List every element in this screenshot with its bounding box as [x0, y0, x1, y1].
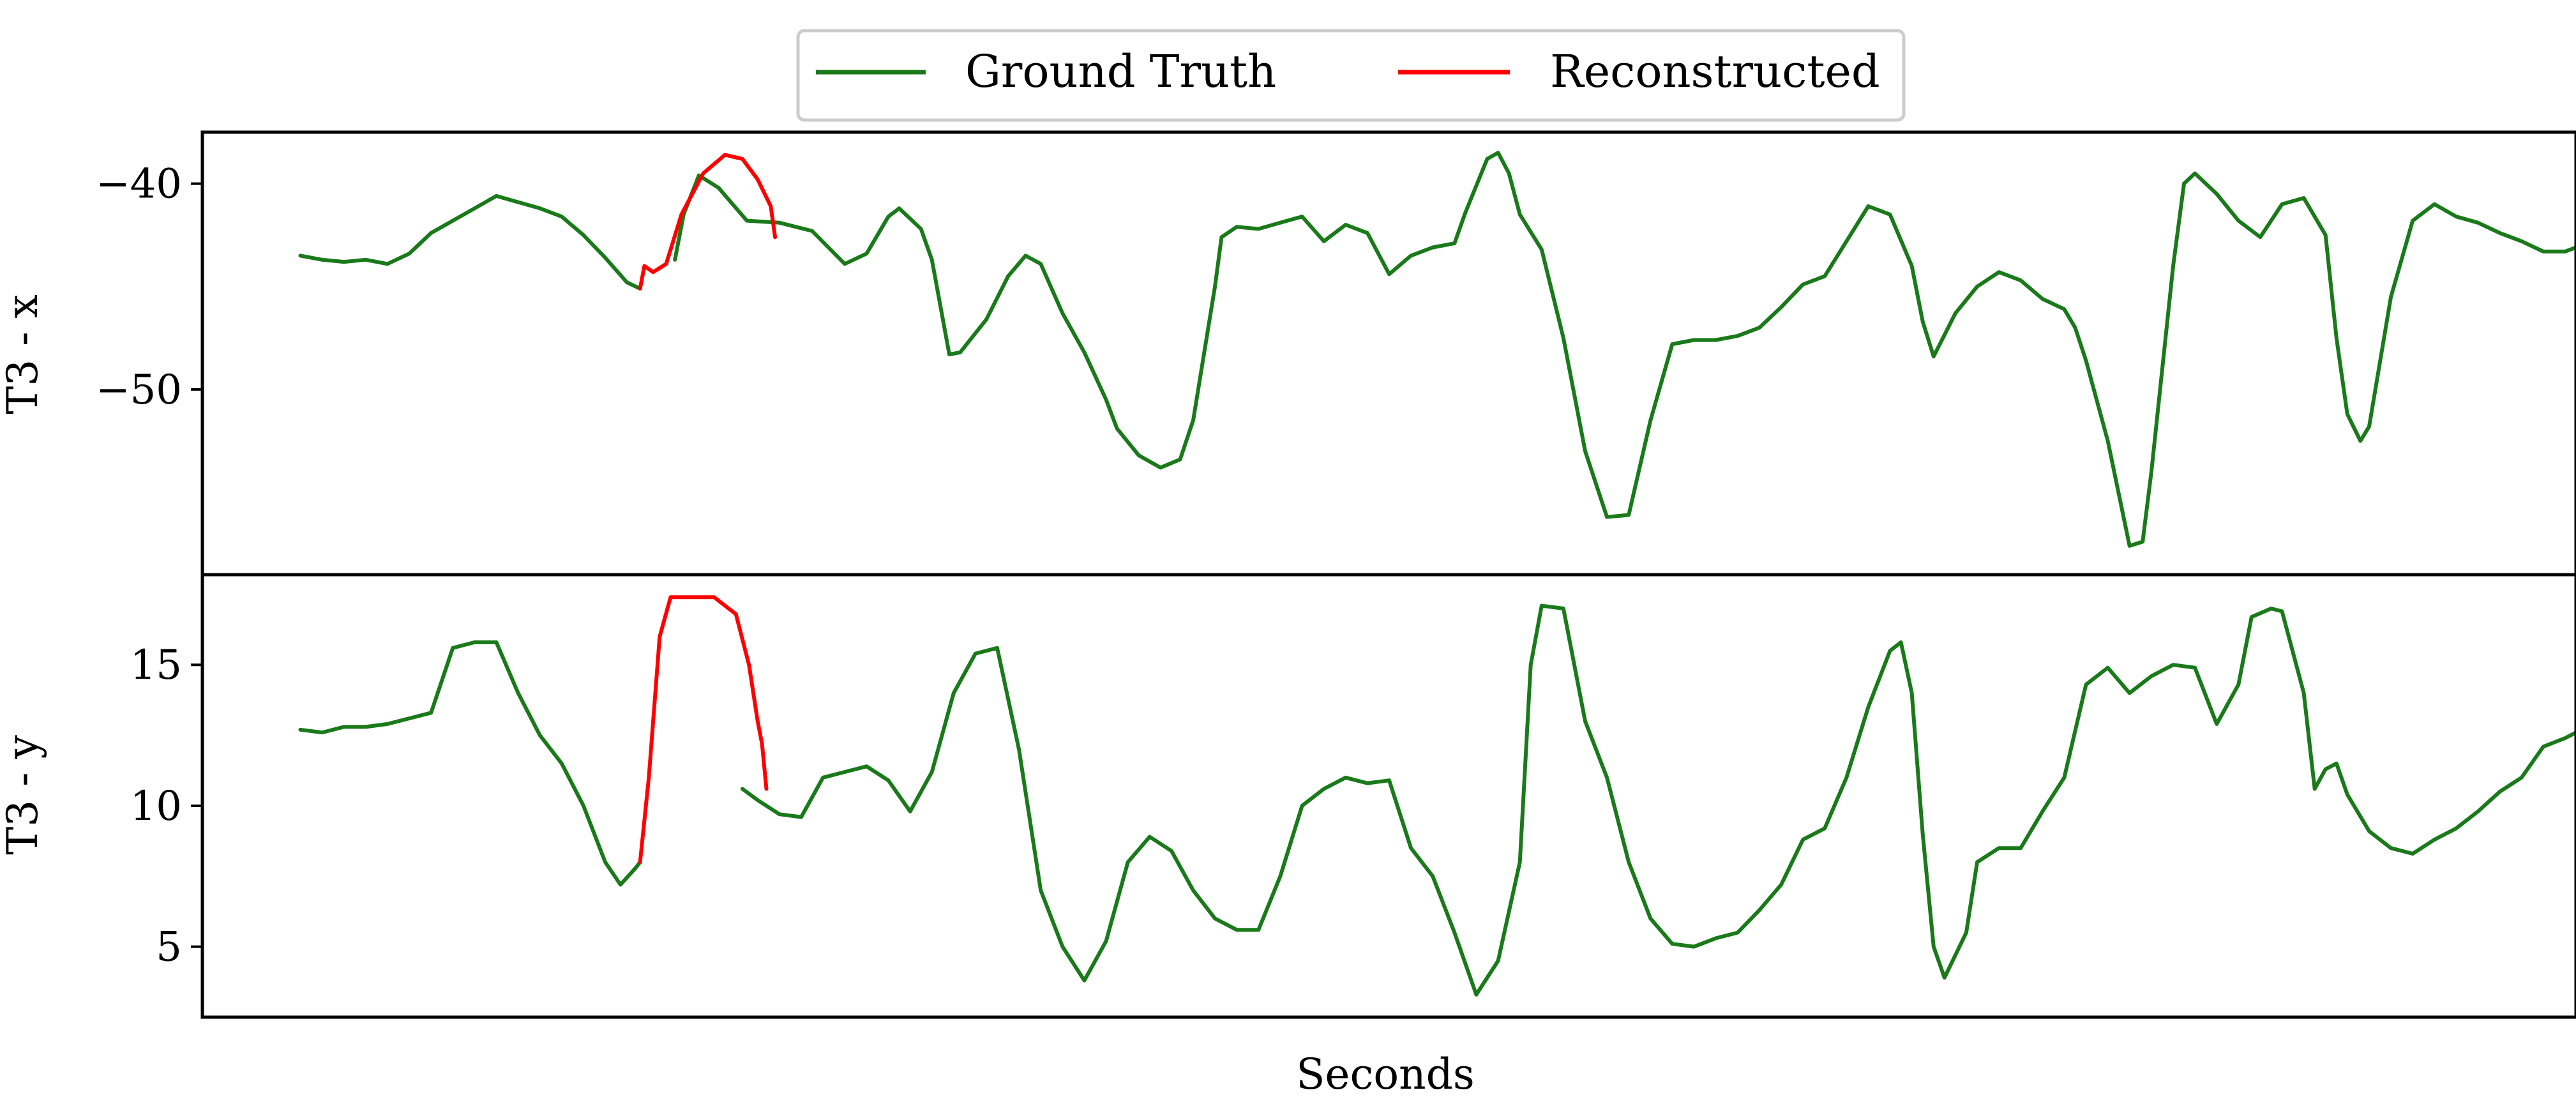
- y-tick-label: 10: [130, 783, 182, 830]
- y-tick-label: 5: [156, 924, 182, 971]
- panel-t3-x-y-ticks: −40 −50: [96, 161, 202, 414]
- panel-t3-x-ylabel: T3 - x: [0, 294, 47, 414]
- legend-box: [796, 29, 1906, 122]
- series-line-ground-truth: [298, 193, 642, 291]
- y-tick-label: −50: [96, 367, 182, 414]
- panel-t3-y-series: [298, 595, 2576, 997]
- series-line-reconstructed: [638, 153, 778, 291]
- series-line-reconstructed: [638, 595, 769, 865]
- panel-t3-x: −40 −50 T3 - x: [0, 130, 2576, 577]
- panel-t3-y-ylabel: T3 - y: [0, 735, 47, 855]
- panel-t3-y-y-ticks: 15 10 5: [130, 642, 202, 971]
- y-tick-label: −40: [96, 161, 182, 208]
- legend-label-reconstructed: Reconstructed: [1550, 45, 1880, 98]
- legend-label-ground-truth: Ground Truth: [965, 45, 1276, 98]
- series-line-ground-truth: [740, 603, 2576, 997]
- panel-t3-y: 15 10 5 T3 - y: [0, 573, 2576, 1019]
- legend: Ground Truth Reconstructed: [796, 29, 1906, 122]
- y-tick-label: 15: [130, 642, 182, 689]
- x-axis-label: Seconds: [1296, 1050, 1475, 1099]
- panel-t3-x-series: [298, 151, 2576, 548]
- series-line-ground-truth: [298, 640, 642, 887]
- panel-t3-y-frame: [200, 573, 2576, 1019]
- series-line-ground-truth: [673, 151, 2576, 548]
